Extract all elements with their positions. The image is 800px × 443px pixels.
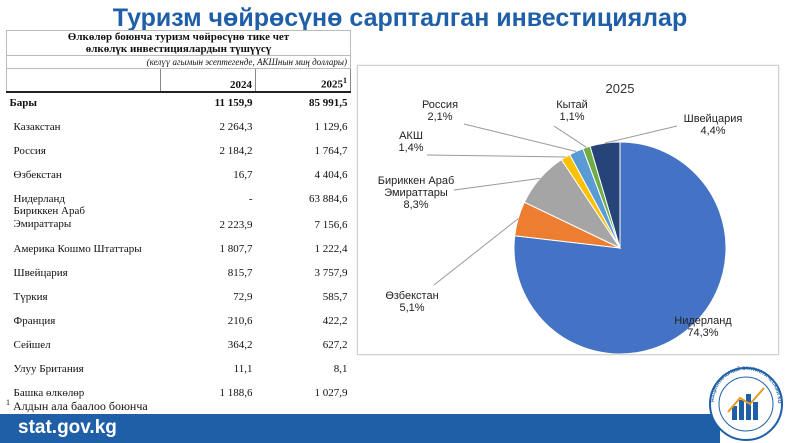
table-row: Башка өлкөлөр 1 188,6 1 027,9 xyxy=(7,375,351,399)
row-value-2025: 8,1 xyxy=(333,363,348,375)
row-value-2025: 585,7 xyxy=(322,291,348,303)
row-name: Өзбекстан xyxy=(13,169,62,181)
slice-name-label: Россия xyxy=(422,99,458,111)
table-row-total: Бары 11 159,9 85 991,5 xyxy=(6,91,351,109)
slice-name-label: Нидерланд xyxy=(674,315,732,327)
slice-percent-label: 1,4% xyxy=(398,142,423,154)
row-value-2025: 63 884,6 xyxy=(309,193,348,205)
footnote: 1 Алдын ала баалоо боюнча xyxy=(6,398,148,414)
total-2025: 85 991,5 xyxy=(255,91,351,109)
slice-name-label: Бириккен Араб xyxy=(378,175,455,187)
column-header-2025: 20251 xyxy=(255,68,351,93)
row-name: Казакстан xyxy=(13,121,61,133)
row-name: Улуу Британия xyxy=(13,363,84,375)
leader-line xyxy=(463,123,577,152)
row-name: Швейцария xyxy=(13,267,68,279)
row-value-2025: 1 222,4 xyxy=(314,243,348,255)
table-header-line2: өлкөлүк инвестициялардын түшүүсү xyxy=(85,43,272,55)
site-link[interactable]: stat.gov.kg xyxy=(18,417,117,438)
slice-name-label: Эмираттары xyxy=(384,187,448,199)
column-header-2024: 2024 xyxy=(160,68,256,93)
row-name: Америка Кошмо Штаттары xyxy=(13,243,142,255)
leader-line xyxy=(426,154,566,158)
leader-line xyxy=(604,125,678,144)
row-value-2024: 72,9 xyxy=(233,291,253,303)
row-value-2025: 1 764,7 xyxy=(314,145,348,157)
table-row: Швейцария 815,7 3 757,9 xyxy=(7,255,351,279)
leader-line xyxy=(453,177,541,191)
row-value-2024: 1 807,7 xyxy=(219,243,253,255)
slice-percent-label: 74,3% xyxy=(687,327,718,339)
table-header-line1: Өлкөлөр боюнча туризм чөйрөсүнө тике чет xyxy=(67,31,290,43)
row-name: Сейшел xyxy=(13,339,51,351)
row-value-2025: 1 027,9 xyxy=(314,387,348,399)
table-unit: (келүү агымын эсептегенде, АКШнын миң до… xyxy=(6,55,351,69)
row-value-2024: 2 264,3 xyxy=(219,121,253,133)
slice-percent-label: 1,1% xyxy=(559,111,584,123)
row-value-2024: 364,2 xyxy=(227,339,253,351)
slice-percent-label: 8,3% xyxy=(403,199,428,211)
page-title: Туризм чөйрөсүнө сарпталган инвестицияла… xyxy=(112,4,688,32)
table-row: Нидерланд - 63 884,6 xyxy=(7,181,351,205)
row-value-2025: 3 757,9 xyxy=(314,267,348,279)
slice-percent-label: 4,4% xyxy=(700,125,725,137)
slice-percent-label: 2,1% xyxy=(427,111,452,123)
table-row: Франция 210,6 422,2 xyxy=(7,303,351,327)
table-row: Казакстан 2 264,3 1 129,6 xyxy=(7,109,351,133)
row-value-2025: 4 404,6 xyxy=(314,169,348,181)
footnote-mark: 1 xyxy=(6,398,10,407)
pie-chart: 2025 Нидерланд 74,3% Өзбекстан 5,1% Бириккен … xyxy=(357,65,779,355)
chart-title: 2025 xyxy=(606,81,635,96)
row-name: Нидерланд xyxy=(13,193,66,205)
row-name: Франция xyxy=(13,315,56,327)
statistics-committee-logo: НАЦИОНАЛЬНЫЙ СТАТИСТИЧЕСКИЙ КОМИТЕТ • КЫ… xyxy=(704,362,783,441)
row-value-2025: 422,2 xyxy=(322,315,348,327)
row-value-2024: 11,1 xyxy=(233,363,253,375)
slice-name-label: Кытай xyxy=(556,99,588,111)
row-value-2024: 210,6 xyxy=(227,315,253,327)
row-value-2025: 627,2 xyxy=(322,339,348,351)
row-value-2024: 16,7 xyxy=(233,169,253,181)
table-header: Өлкөлөр боюнча туризм чөйрөсүнө тике чет… xyxy=(6,30,351,56)
row-value-2024: 2 184,2 xyxy=(219,145,253,157)
total-label: Бары xyxy=(6,91,161,109)
row-name: Бириккен Араб Эмираттары xyxy=(13,205,85,230)
footer-bar: stat.gov.kg xyxy=(0,414,720,443)
slice-name-label: Өзбекстан xyxy=(385,290,438,302)
slice-percent-label: 5,1% xyxy=(399,302,424,314)
slice-name-label: АКШ xyxy=(399,130,423,142)
row-value-2025: 1 129,6 xyxy=(314,121,348,133)
table-row: Улуу Британия 11,1 8,1 xyxy=(7,351,351,375)
table-row: Россия 2 184,2 1 764,7 xyxy=(7,133,351,157)
table-row: Америка Кошмо Штаттары 1 807,7 1 222,4 xyxy=(7,231,351,255)
total-2024: 11 159,9 xyxy=(160,91,256,109)
row-name: Башка өлкөлөр xyxy=(13,387,85,399)
table-row: Түркия 72,9 585,7 xyxy=(7,279,351,303)
table-row: Сейшел 364,2 627,2 xyxy=(7,327,351,351)
investment-table: Өлкөлөр боюнча туризм чөйрөсүнө тике чет… xyxy=(6,30,351,399)
table-row: Бириккен Араб Эмираттары 2 223,9 7 156,6 xyxy=(7,205,351,231)
row-value-2024: 1 188,6 xyxy=(219,387,253,399)
row-value-2025: 7 156,6 xyxy=(314,219,348,231)
leader-line xyxy=(553,125,587,148)
slice-name-label: Швейцария xyxy=(684,113,743,125)
row-value-2024: 2 223,9 xyxy=(219,219,253,231)
table-row: Өзбекстан 16,7 4 404,6 xyxy=(7,157,351,181)
leader-line xyxy=(433,218,519,286)
footnote-text: Алдын ала баалоо боюнча xyxy=(13,399,148,413)
row-value-2024: 815,7 xyxy=(227,267,253,279)
column-header-blank xyxy=(6,68,161,93)
row-value-2024: - xyxy=(248,193,253,205)
row-name: Россия xyxy=(13,145,46,157)
row-name: Түркия xyxy=(13,291,48,303)
